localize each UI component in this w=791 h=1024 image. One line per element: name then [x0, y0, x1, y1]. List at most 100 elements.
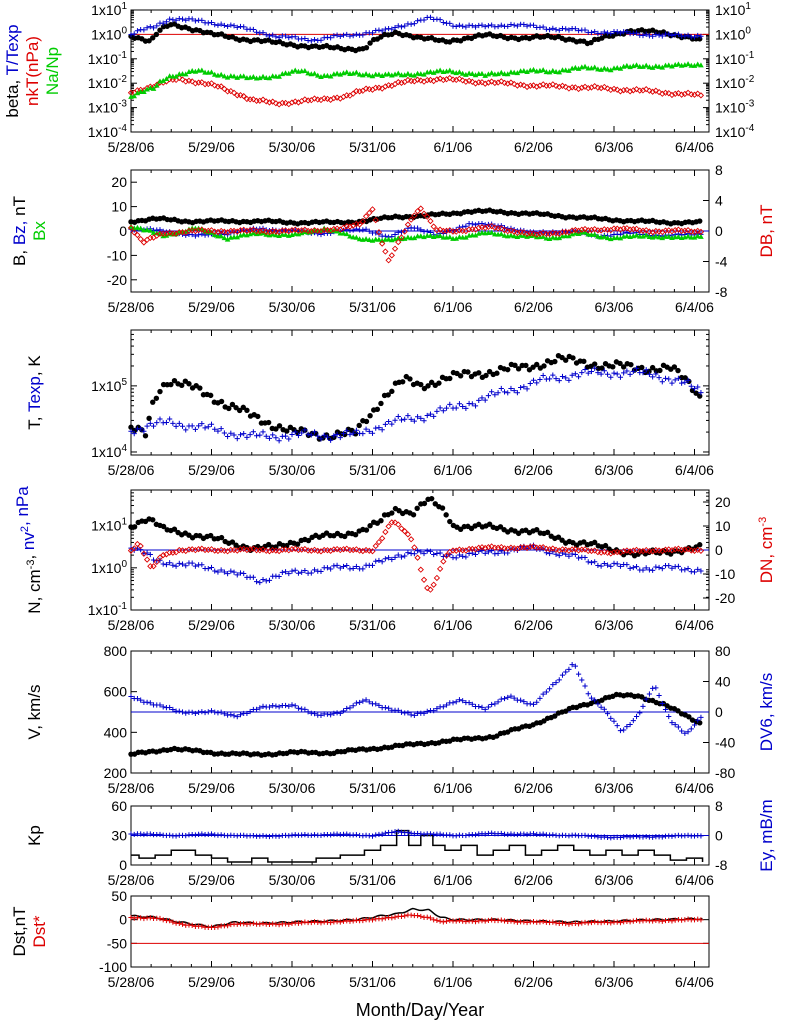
na-np-point [363, 71, 369, 77]
dv6-point [286, 703, 292, 709]
texp-point [366, 428, 372, 435]
dv6-point [443, 702, 450, 708]
ey-point [382, 830, 388, 836]
nv2-point [682, 567, 688, 573]
bx-point [604, 235, 611, 241]
dv6-point [521, 699, 527, 705]
dv6-point [592, 697, 598, 703]
texp-point [231, 432, 237, 438]
dn-point [134, 540, 141, 548]
dv6-point [138, 697, 144, 703]
db-point [498, 225, 505, 232]
db-point [633, 225, 640, 232]
dn-point [485, 544, 492, 551]
t-texp-point [453, 23, 459, 30]
bx-point [698, 233, 704, 239]
na-np-point [521, 68, 527, 74]
na-np-point [160, 77, 166, 83]
dn-point [530, 543, 537, 550]
texp-point [163, 419, 170, 426]
t-texp-point [392, 24, 398, 31]
y-tick-label: 30 [111, 828, 127, 844]
nkt-point [504, 80, 511, 87]
dv6-point [534, 699, 540, 705]
nkt-point [530, 82, 537, 89]
t-texp-point [498, 22, 504, 28]
nkt-point [324, 95, 331, 102]
x-tick-label: 6/3/06 [595, 139, 634, 155]
n-point [352, 531, 359, 538]
na-np-point [150, 85, 157, 91]
series-t-texp [128, 14, 704, 44]
dn-point [575, 547, 582, 554]
dst--point [698, 917, 704, 923]
bx-point [401, 235, 408, 241]
texp-point [402, 416, 408, 422]
t-point [512, 362, 518, 368]
t-point [407, 376, 413, 382]
texp-point [682, 379, 688, 385]
bx-point [624, 233, 630, 239]
dn-point [668, 547, 676, 554]
dv6-point [482, 706, 488, 713]
dv6-point [643, 696, 649, 702]
x-tick-label: 5/31/06 [349, 299, 396, 315]
x-tick-label: 6/2/06 [514, 780, 553, 796]
x-tick-label: 5/31/06 [349, 462, 396, 478]
nkt-point [507, 79, 515, 86]
y-right-tick-label: 1x10-1 [715, 50, 755, 67]
t-point [581, 358, 587, 365]
dn-point [494, 544, 502, 551]
ey-point [173, 833, 179, 839]
nv2-point [276, 573, 282, 580]
t-texp-point [469, 23, 475, 29]
t-texp-point [547, 27, 553, 33]
texp-point [328, 437, 334, 443]
y-right-tick-label: 1x10-2 [715, 74, 755, 91]
t-point [284, 428, 290, 434]
dn-point [639, 547, 647, 555]
na-np-point [595, 66, 601, 72]
nv2-point [592, 559, 598, 565]
dst--point [199, 923, 205, 929]
dn-point [630, 547, 637, 554]
na-np-point [221, 73, 228, 79]
dn-point [675, 545, 682, 552]
t-point [378, 400, 384, 407]
texp-point [276, 438, 282, 444]
dv6-point [212, 709, 218, 715]
dv6-point [215, 710, 221, 716]
bx-point [134, 224, 141, 230]
db-point [382, 248, 389, 255]
na-np-point [379, 72, 385, 78]
ey-point [260, 833, 266, 839]
ey-point [601, 834, 607, 840]
dv6-point [650, 685, 656, 691]
bx-point [498, 231, 505, 237]
dv6-point [559, 672, 566, 678]
na-np-point [498, 69, 505, 75]
na-np-point [469, 70, 476, 76]
texp-point [604, 371, 611, 377]
nv2-point [656, 564, 662, 571]
texp-point [302, 427, 308, 433]
t-point [486, 368, 493, 375]
texp-point [575, 374, 582, 380]
x-tick-label: 6/4/06 [675, 617, 714, 633]
dst--point [427, 915, 434, 921]
texp-point [212, 426, 218, 432]
nv2-point [234, 572, 240, 578]
t-texp-point [479, 22, 485, 28]
na-np-point [463, 71, 469, 77]
texp-point [672, 377, 678, 383]
v-point [552, 713, 558, 719]
nv2-point [695, 566, 701, 573]
db-point [694, 227, 701, 235]
dst--point [566, 921, 572, 927]
t-texp-point [328, 35, 334, 41]
n-point [294, 541, 301, 547]
na-np-point [401, 72, 408, 78]
t-texp-point [691, 34, 698, 40]
t-texp-point [141, 27, 147, 33]
na-np-point [698, 62, 704, 68]
